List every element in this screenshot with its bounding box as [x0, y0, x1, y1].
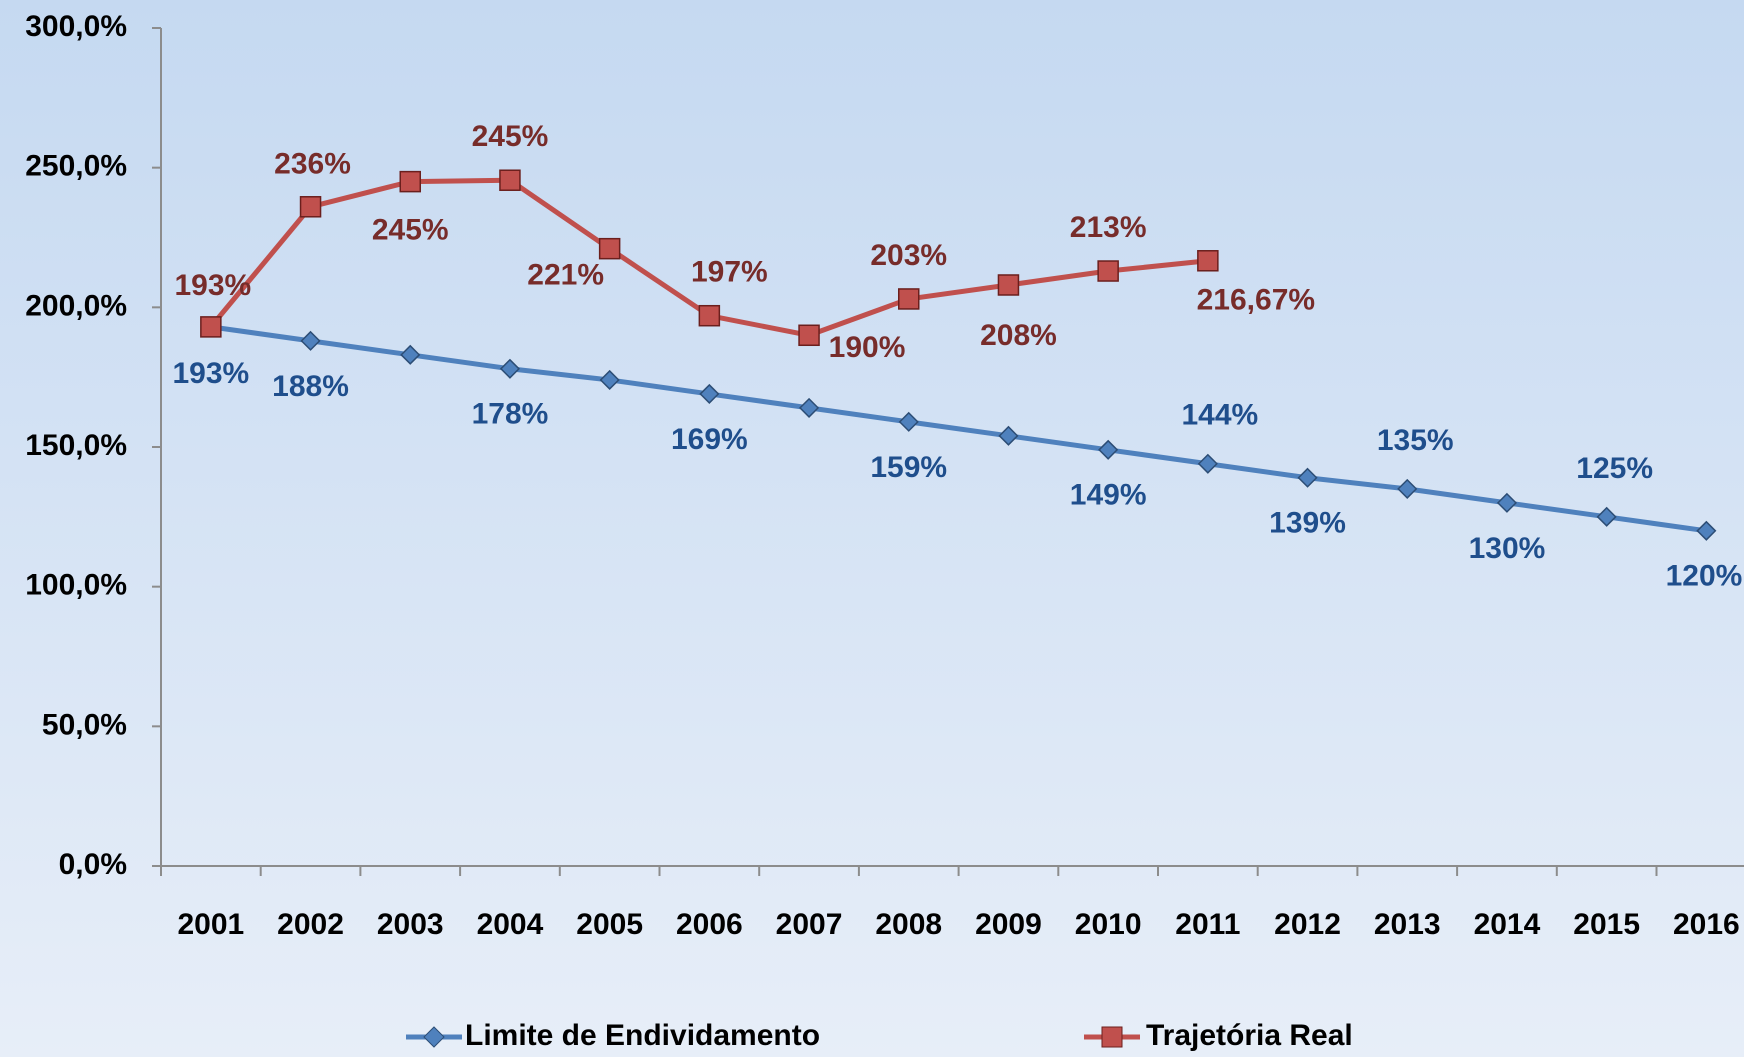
marker: [1097, 260, 1119, 282]
marker: [997, 274, 1020, 296]
legend-marker: [423, 1026, 445, 1048]
y-tick-label: 50,0%: [42, 708, 127, 741]
data-label: 149%: [1070, 479, 1147, 512]
marker: [998, 425, 1019, 446]
data-label: 120%: [1666, 560, 1743, 593]
y-tick-label: 0,0%: [59, 848, 127, 881]
data-label: 169%: [671, 423, 748, 456]
x-tick-label: 2002: [277, 908, 344, 941]
marker: [698, 304, 721, 327]
marker: [499, 358, 521, 379]
x-tick-label: 2014: [1474, 908, 1541, 941]
marker: [1297, 467, 1318, 488]
marker: [598, 237, 621, 260]
x-tick-label: 2004: [477, 908, 544, 941]
marker: [1696, 520, 1717, 541]
data-label: 193%: [174, 269, 251, 302]
data-label: 125%: [1576, 452, 1653, 485]
marker: [400, 344, 421, 365]
x-tick-label: 2016: [1673, 908, 1740, 941]
x-tick-label: 2009: [975, 908, 1042, 941]
data-label: 203%: [870, 239, 947, 272]
x-tick-label: 2012: [1274, 908, 1341, 941]
marker: [1596, 506, 1617, 527]
marker: [299, 196, 322, 218]
y-tick-label: 150,0%: [25, 429, 127, 462]
data-label: 221%: [527, 259, 604, 292]
data-label: 178%: [472, 398, 549, 431]
data-label: 245%: [372, 214, 449, 247]
data-label: 208%: [980, 319, 1057, 352]
legend-marker: [1101, 1026, 1123, 1048]
data-label: 245%: [472, 120, 549, 153]
marker: [1098, 439, 1119, 460]
data-label: 197%: [691, 256, 768, 289]
marker: [599, 369, 620, 391]
marker: [200, 316, 222, 338]
y-tick-label: 200,0%: [25, 289, 127, 322]
data-label: 139%: [1269, 507, 1346, 540]
data-label: 193%: [172, 357, 249, 390]
data-label: 216,67%: [1197, 284, 1315, 317]
x-tick-label: 2003: [377, 908, 444, 941]
x-tick-label: 2015: [1573, 908, 1640, 941]
legend-label: Trajetória Real: [1146, 1019, 1353, 1052]
data-label: 135%: [1377, 424, 1454, 457]
y-tick-label: 250,0%: [25, 150, 127, 183]
x-tick-label: 2011: [1175, 908, 1240, 941]
data-label: 236%: [274, 148, 351, 181]
marker: [499, 169, 521, 191]
series-line: [210, 324, 1707, 534]
marker: [1197, 250, 1219, 272]
x-tick-label: 2005: [576, 908, 643, 941]
marker: [399, 170, 421, 193]
data-label: 144%: [1181, 399, 1258, 432]
legend-label: Limite de Endividamento: [465, 1019, 820, 1052]
x-tick-label: 2001: [177, 908, 244, 941]
y-tick-label: 100,0%: [25, 569, 127, 602]
data-label: 213%: [1070, 211, 1147, 244]
x-tick-label: 2010: [1075, 908, 1142, 941]
marker: [898, 288, 920, 310]
marker: [1197, 453, 1218, 474]
x-tick-label: 2013: [1374, 908, 1441, 941]
x-tick-label: 2006: [676, 908, 743, 941]
data-label: 190%: [829, 331, 906, 364]
data-label: 188%: [272, 370, 349, 403]
data-label: 130%: [1469, 532, 1546, 565]
marker: [798, 324, 820, 347]
x-tick-label: 2008: [875, 908, 942, 941]
data-label: 159%: [870, 451, 947, 484]
y-tick-label: 300,0%: [25, 10, 127, 43]
marker: [1397, 478, 1418, 499]
marker: [1496, 492, 1518, 513]
x-tick-label: 2007: [776, 908, 843, 941]
marker: [300, 330, 321, 351]
marker: [898, 411, 919, 432]
marker: [798, 397, 820, 418]
marker: [699, 383, 720, 404]
